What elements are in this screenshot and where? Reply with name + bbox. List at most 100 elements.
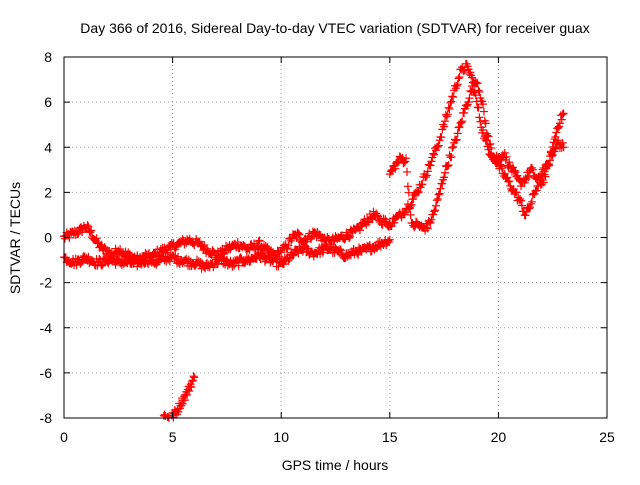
data-point <box>187 383 196 392</box>
data-point <box>402 154 411 163</box>
data-point <box>503 173 512 182</box>
data-point <box>479 107 488 116</box>
data-point <box>242 252 251 261</box>
data-point <box>423 167 432 176</box>
data-point <box>521 211 530 220</box>
data-point <box>548 151 557 160</box>
x-tick-label: 0 <box>60 429 68 445</box>
data-point <box>399 159 408 168</box>
data-point <box>552 128 561 137</box>
data-point <box>516 194 525 203</box>
data-point <box>468 73 477 82</box>
data-point <box>555 119 564 128</box>
data-point <box>538 165 547 174</box>
data-point <box>505 158 514 167</box>
data-point <box>559 143 568 152</box>
data-point <box>440 122 449 131</box>
data-point <box>254 237 263 246</box>
data-point <box>528 165 537 174</box>
data-point <box>434 190 443 199</box>
data-point <box>498 164 507 173</box>
data-point <box>545 156 554 165</box>
data-point <box>315 230 324 239</box>
y-axis-label: SDTVAR / TECUs <box>7 182 23 294</box>
data-point <box>320 241 329 250</box>
data-point <box>445 151 454 160</box>
data-point <box>87 226 96 235</box>
data-point <box>381 215 390 224</box>
data-point <box>78 257 87 266</box>
data-point <box>407 200 416 209</box>
data-point <box>487 144 496 153</box>
data-point <box>445 104 454 113</box>
data-point <box>189 372 198 381</box>
data-point <box>517 201 526 210</box>
data-point <box>452 135 461 144</box>
data-point <box>479 126 488 135</box>
y-tick-label: 2 <box>44 184 52 200</box>
data-point <box>288 234 297 243</box>
data-point <box>430 150 439 159</box>
data-point <box>86 228 95 237</box>
data-point <box>534 182 543 191</box>
data-point <box>284 256 293 265</box>
data-point <box>208 246 217 255</box>
data-point <box>522 175 531 184</box>
data-point <box>536 175 545 184</box>
data-point <box>474 103 483 112</box>
data-point <box>517 196 526 205</box>
data-point <box>177 401 186 410</box>
data-point <box>412 186 421 195</box>
data-point <box>78 228 87 237</box>
data-point <box>295 230 304 239</box>
data-point <box>474 86 483 95</box>
data-point <box>464 97 473 106</box>
data-point <box>294 229 303 238</box>
data-point <box>74 229 83 238</box>
data-point <box>289 250 298 259</box>
data-point <box>547 152 556 161</box>
data-point <box>443 110 452 119</box>
data-point <box>431 206 440 215</box>
data-point <box>500 148 509 157</box>
data-point <box>318 248 327 257</box>
data-point <box>164 245 173 254</box>
data-point <box>426 161 435 170</box>
data-point <box>285 255 294 264</box>
x-tick-label: 10 <box>273 429 289 445</box>
x-tick-label: 15 <box>382 429 398 445</box>
data-point <box>386 167 395 176</box>
data-point <box>262 244 271 253</box>
data-point <box>287 236 296 245</box>
data-point <box>422 223 431 232</box>
data-point <box>422 172 430 181</box>
data-point <box>537 180 546 189</box>
data-point <box>553 124 562 133</box>
data-point <box>431 201 440 210</box>
data-point <box>520 178 529 187</box>
data-point <box>431 146 440 155</box>
data-point <box>180 240 189 249</box>
data-point <box>85 227 94 236</box>
data-point <box>551 144 560 153</box>
y-tick-label: 6 <box>44 94 52 110</box>
data-point <box>436 184 445 193</box>
data-point <box>559 109 568 118</box>
data-point <box>475 87 484 96</box>
data-point <box>448 92 457 101</box>
y-tick-label: -4 <box>40 320 53 336</box>
data-point <box>190 373 199 382</box>
data-point <box>440 173 449 182</box>
data-point <box>435 189 444 198</box>
data-point <box>174 252 183 261</box>
data-point <box>532 186 541 195</box>
data-point <box>462 102 471 110</box>
y-tick-label: -6 <box>40 365 53 381</box>
data-point <box>444 103 453 112</box>
data-point <box>61 253 70 262</box>
axis-ticks: 0 5 10 15 20 25 -8 -6 -4 -2 0 2 4 6 8 <box>40 49 615 445</box>
data-point <box>196 257 205 266</box>
data-point <box>390 218 399 227</box>
data-point <box>471 91 480 100</box>
data-point <box>418 180 427 189</box>
